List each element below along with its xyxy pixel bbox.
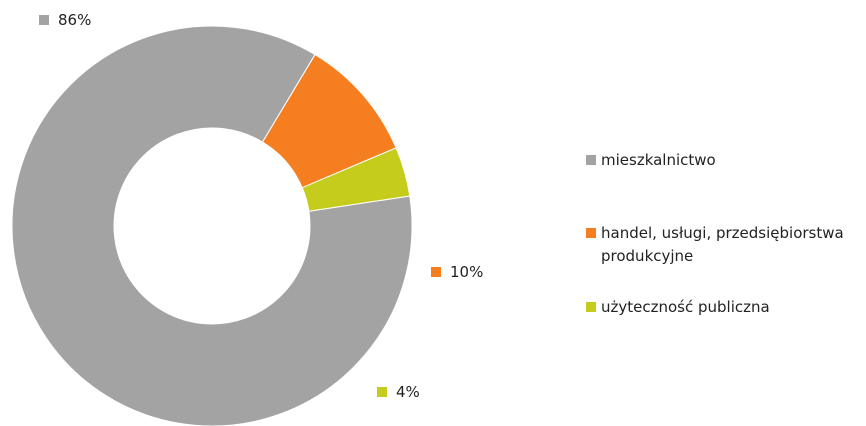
legend-label: handel, usługi, przedsiębiorstwa <box>601 224 844 242</box>
legend-swatch <box>586 302 596 312</box>
data-label-mieszkalnictwo: 86% <box>39 11 91 29</box>
legend-label: mieszkalnictwo <box>601 151 716 169</box>
legend-item-mieszkalnictwo: mieszkalnictwo <box>586 151 716 169</box>
slice-mieszkalnictwo <box>11 25 413 426</box>
data-label-marker <box>377 387 387 397</box>
data-label-text: 10% <box>450 263 483 281</box>
data-label-handel-uslugi-przedsiebiorstwa-produkcyjne: 10% <box>431 263 483 281</box>
data-label-uzytecznosc-publiczna: 4% <box>377 383 420 401</box>
data-label-marker <box>39 15 49 25</box>
legend-swatch <box>586 228 596 238</box>
legend-label: produkcyjne <box>601 247 693 265</box>
legend-swatch <box>586 155 596 165</box>
slices-layer <box>11 25 413 426</box>
legend-item-uzytecznosc-publiczna: użyteczność publiczna <box>586 298 770 316</box>
legend-item-handel-uslugi-przedsiebiorstwa-produkcyjne: handel, usługi, przedsiębiorstwa produkcy… <box>586 224 844 265</box>
data-label-text: 4% <box>396 383 420 401</box>
legend-label: użyteczność publiczna <box>601 298 770 316</box>
data-label-text: 86% <box>58 11 91 29</box>
data-labels-layer: 86% 10% 4% <box>39 11 483 401</box>
data-label-marker <box>431 267 441 277</box>
legend: mieszkalnictwo handel, usługi, przedsiębi… <box>586 151 844 316</box>
